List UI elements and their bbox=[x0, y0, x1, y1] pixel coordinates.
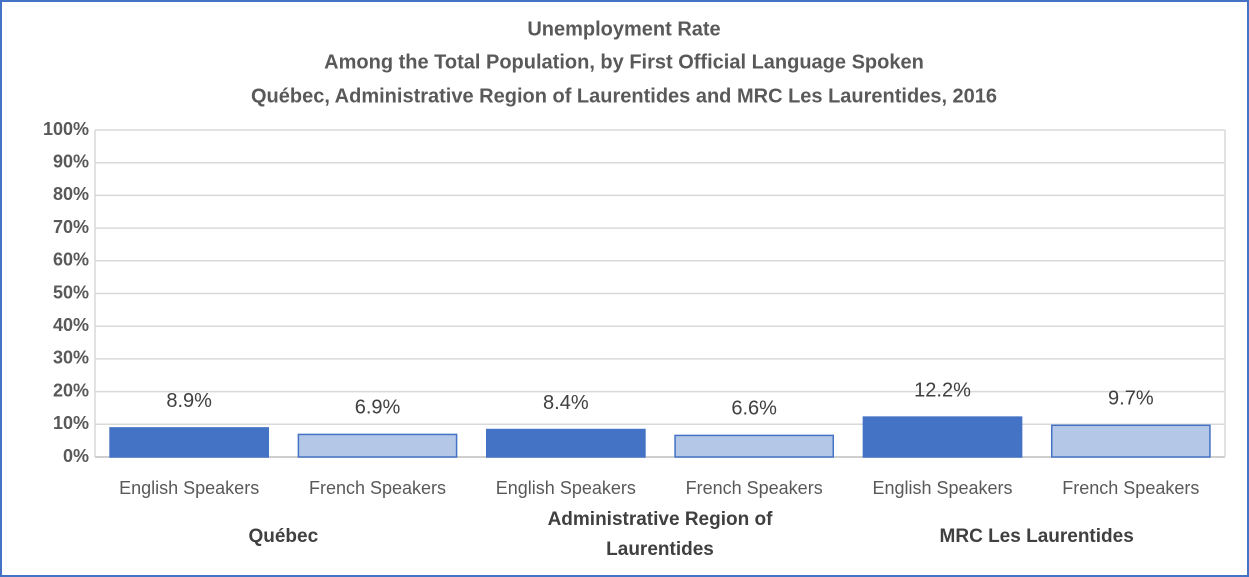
x-tick-label: English Speakers bbox=[496, 478, 636, 498]
y-tick-label: 30% bbox=[53, 348, 89, 368]
y-tick-label: 20% bbox=[53, 380, 89, 400]
chart-title: Unemployment Rate bbox=[527, 18, 720, 40]
y-tick-label: 80% bbox=[53, 184, 89, 204]
bar bbox=[297, 433, 458, 458]
x-tick-label: English Speakers bbox=[872, 478, 1012, 498]
x-tick-label: French Speakers bbox=[686, 478, 823, 498]
value-label: 12.2% bbox=[914, 379, 971, 401]
y-tick-label: 50% bbox=[53, 282, 89, 302]
group-label: Administrative Region of Laurentides bbox=[547, 509, 773, 560]
bar bbox=[674, 434, 835, 458]
x-tick-label: English Speakers bbox=[119, 478, 259, 498]
bar bbox=[485, 428, 646, 458]
x-tick-label: French Speakers bbox=[309, 478, 446, 498]
bar bbox=[109, 427, 270, 458]
value-label: 6.6% bbox=[731, 398, 777, 420]
value-label: 8.4% bbox=[543, 392, 589, 414]
y-tick-label: 100% bbox=[43, 119, 89, 139]
x-tick-label: French Speakers bbox=[1062, 478, 1199, 498]
bar bbox=[1050, 424, 1211, 458]
group-label: Québec bbox=[248, 526, 319, 547]
chart-subtitle: Among the Total Population, by First Off… bbox=[324, 51, 924, 73]
y-tick-label: 90% bbox=[53, 151, 89, 171]
bar bbox=[862, 416, 1023, 458]
value-label: 9.7% bbox=[1108, 388, 1154, 410]
y-tick-label: 10% bbox=[53, 413, 89, 433]
value-label: 8.9% bbox=[166, 390, 212, 412]
y-tick-label: 60% bbox=[53, 250, 89, 270]
group-label: MRC Les Laurentides bbox=[939, 526, 1134, 547]
y-tick-label: 0% bbox=[63, 446, 89, 466]
value-label: 6.9% bbox=[355, 397, 401, 419]
chart-subtitle: Québec, Administrative Region of Laurent… bbox=[251, 85, 997, 107]
y-tick-label: 70% bbox=[53, 217, 89, 237]
y-tick-label: 40% bbox=[53, 315, 89, 335]
